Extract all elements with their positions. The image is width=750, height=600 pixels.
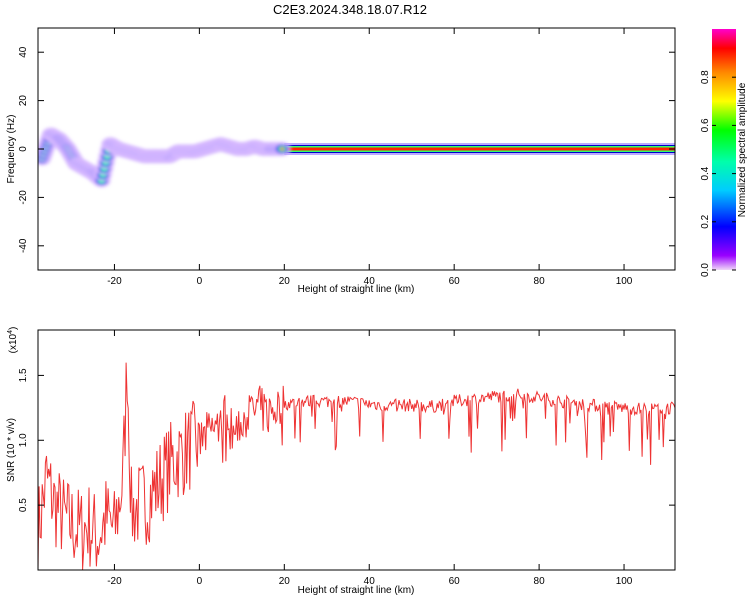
spectrogram-ticks: -20 0 20 40 60 80 100 -40 -20 0 20 40 — [18, 28, 675, 287]
spectrogram-ytick-label: 40 — [18, 46, 29, 58]
spectrogram-panel: -20 0 20 40 60 80 100 -40 -20 0 20 40 Height of str… — [6, 27, 676, 295]
spectrogram-xtick-label: -20 — [107, 276, 122, 287]
spectrogram-xtick-label: 40 — [364, 276, 376, 287]
spectrogram-xtick-label: 60 — [449, 276, 461, 287]
spectrogram-ytick-label: 20 — [18, 95, 29, 107]
spectrogram-xtick-label: 0 — [197, 276, 203, 287]
spectrogram-ytick-label: -40 — [18, 238, 29, 253]
spectrogram-xtick-label: 100 — [616, 276, 633, 287]
colorbar-tick-label: 0.4 — [700, 166, 711, 180]
snr-xtick-label: 20 — [279, 576, 291, 587]
spectrogram-xlabel: Height of straight line (km) — [298, 284, 415, 295]
spectrogram-ytick-label: -20 — [18, 190, 29, 205]
snr-xtick-label: -20 — [107, 576, 122, 587]
colorbar-tick-label: 0.6 — [700, 118, 711, 132]
snr-xtick-label: 60 — [449, 576, 461, 587]
spectrogram-band-core — [284, 147, 675, 151]
colorbar-gradient — [712, 29, 736, 270]
snr-ytick-label: 0.5 — [18, 498, 29, 512]
colorbar-tick-label: 0.2 — [700, 214, 711, 228]
colorbar-tick-label: 0.0 — [700, 263, 711, 277]
figure-title: C2E3.2024.348.18.07.R12 — [273, 2, 427, 17]
snr-ylabel: SNR (10 * v/v) — [6, 418, 17, 482]
snr-xtick-label: 100 — [616, 576, 633, 587]
heatmap-cells — [38, 127, 675, 188]
spectrogram-ytick-label: 0 — [18, 146, 29, 152]
snr-multiplier-close: ) — [8, 327, 19, 330]
colorbar-tick-label: 0.8 — [700, 70, 711, 84]
snr-xtick-label: 40 — [364, 576, 376, 587]
colorbar-label: Normalized spectral amplitude — [737, 82, 748, 217]
snr-xtick-label: 0 — [197, 576, 203, 587]
snr-xlabel: Height of straight line (km) — [298, 585, 415, 596]
snr-multiplier: (x104) — [7, 327, 19, 354]
spectrogram-blobs — [38, 127, 292, 188]
snr-ticks: -20 0 20 40 60 80 100 0.5 1.0 1.5 — [18, 330, 675, 587]
spectrogram-cell-core — [279, 147, 285, 151]
snr-frame — [37, 329, 676, 571]
snr-xtick-label: 80 — [534, 576, 546, 587]
snr-multiplier-base: (x10 — [8, 333, 19, 353]
spectrogram-xtick-label: 80 — [534, 276, 546, 287]
svg-text:(x104): (x104) — [7, 327, 19, 354]
snr-panel: -20 0 20 40 60 80 100 0.5 1.0 1.5 Height of strai… — [6, 327, 676, 596]
spectrogram-ylabel: Frequency (Hz) — [6, 115, 17, 184]
colorbar: 0.0 0.2 0.4 0.6 0.8 Normalized spectral ampl… — [700, 29, 748, 277]
spectrogram-xtick-label: 20 — [279, 276, 291, 287]
snr-ytick-label: 1.0 — [18, 433, 29, 447]
snr-series-line — [38, 362, 675, 570]
colorbar-ticks: 0.0 0.2 0.4 0.6 0.8 — [700, 70, 736, 277]
snr-multiplier-exp: 4 — [7, 330, 14, 334]
snr-ytick-label: 1.5 — [18, 368, 29, 382]
